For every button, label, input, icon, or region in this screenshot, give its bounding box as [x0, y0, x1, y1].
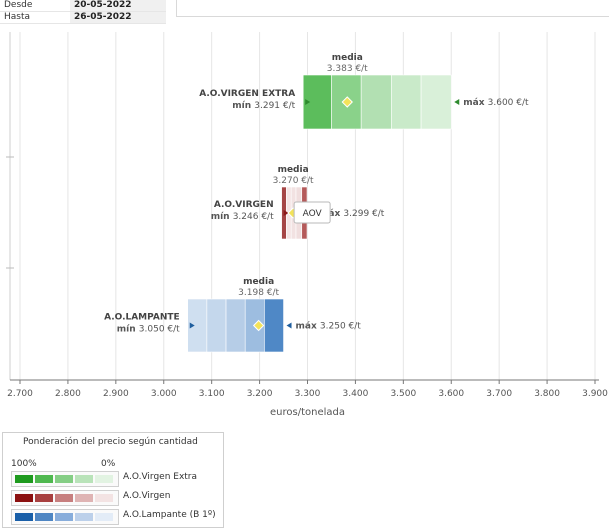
media-value: 3.198 €/t: [238, 288, 279, 298]
filter-row-hasta: Hasta 26-05-2022: [0, 11, 166, 24]
legend-swatch-strip: [11, 471, 119, 487]
x-tick-label: 3.400: [343, 389, 369, 399]
legend-swatch: [35, 475, 53, 483]
range-band: [206, 298, 227, 353]
legend-swatch: [15, 494, 33, 502]
min-label: mín 3.246 €/t: [211, 212, 274, 222]
filter-label: Desde: [0, 0, 70, 12]
header-panel: [176, 0, 609, 17]
legend-swatch-strip: [11, 490, 119, 506]
media-title: media: [243, 277, 274, 287]
price-range-chart: 2.700 2.800 2.900 3.000 3.100 3.200 3.300 3.400…: [6, 32, 608, 418]
series-name: A.O.VIRGEN: [214, 200, 274, 210]
legend-swatch: [95, 513, 113, 521]
x-tick-label: 3.200: [247, 389, 273, 399]
legend-swatch: [55, 475, 73, 483]
min-label: mín 3.291 €/t: [232, 101, 295, 111]
media-marker: [252, 319, 265, 332]
x-tick-label: 3.600: [438, 389, 464, 399]
legend-swatch: [15, 475, 33, 483]
max-marker: [454, 99, 460, 105]
range-band: [225, 298, 246, 353]
legend-title: Ponderación del precio según cantidad: [23, 437, 198, 447]
legend-swatch: [75, 475, 93, 483]
legend-pct-low: 0%: [101, 459, 116, 469]
legend-row-label: A.O.Virgen: [123, 491, 171, 501]
legend-swatch: [35, 513, 53, 521]
legend-swatch-strip: [11, 509, 119, 525]
x-tick-label: 2.900: [103, 389, 129, 399]
legend-swatch: [75, 494, 93, 502]
x-tick-label: 3.500: [390, 389, 416, 399]
legend-swatch: [35, 494, 53, 502]
min-marker: [305, 99, 311, 105]
range-band: [360, 74, 392, 130]
media-title: media: [332, 53, 363, 63]
legend-swatch: [55, 513, 73, 521]
filter-value: 20-05-2022: [70, 0, 166, 12]
date-filter-table: Desde 20-05-2022 Hasta 26-05-2022: [0, 0, 166, 24]
legend-swatch: [75, 513, 93, 521]
media-value: 3.270 €/t: [273, 176, 314, 186]
range-band: [264, 298, 284, 353]
x-tick-label: 3.800: [534, 389, 560, 399]
media-marker: [341, 96, 353, 108]
legend-pct-high: 100%: [11, 459, 37, 469]
max-label: máx 3.250 €/t: [296, 322, 362, 332]
tooltip-box: [293, 201, 331, 224]
min-marker: [283, 210, 289, 216]
x-tick-label: 3.900: [582, 389, 608, 399]
min-marker: [189, 322, 195, 329]
max-label: máx 3.299 €/t: [319, 209, 385, 219]
x-tick-label: 3.700: [486, 389, 512, 399]
legend-swatch: [95, 494, 113, 502]
x-tick-label: 3.100: [199, 389, 225, 399]
x-tick-label: 2.700: [7, 389, 33, 399]
min-label: mín 3.050 €/t: [117, 325, 180, 335]
max-marker: [286, 322, 292, 329]
x-tick-label: 3.300: [295, 389, 321, 399]
max-label: máx 3.600 €/t: [463, 98, 529, 108]
series-name: A.O.LAMPANTE: [104, 313, 180, 323]
media-title: media: [278, 165, 309, 175]
legend-swatch: [15, 513, 33, 521]
filter-value: 26-05-2022: [70, 11, 166, 24]
tooltip-text: AOV: [303, 209, 323, 219]
x-tick-label: 2.800: [55, 389, 81, 399]
filter-row-desde: Desde 20-05-2022: [0, 0, 166, 12]
legend-swatch: [55, 494, 73, 502]
x-axis-title: euros/tonelada: [270, 407, 345, 418]
legend-swatch: [95, 475, 113, 483]
legend-row-label: A.O.Lampante (B 1º): [123, 510, 216, 520]
x-tick-label: 3.000: [151, 389, 177, 399]
legend-panel: Ponderación del precio según cantidad 10…: [2, 432, 224, 528]
series-name: A.O.VIRGEN EXTRA: [199, 89, 295, 99]
filter-label: Hasta: [0, 11, 70, 24]
legend-row-label: A.O.Virgen Extra: [123, 472, 198, 482]
range-band: [391, 74, 422, 130]
range-band: [420, 74, 452, 130]
media-value: 3.383 €/t: [327, 64, 368, 74]
